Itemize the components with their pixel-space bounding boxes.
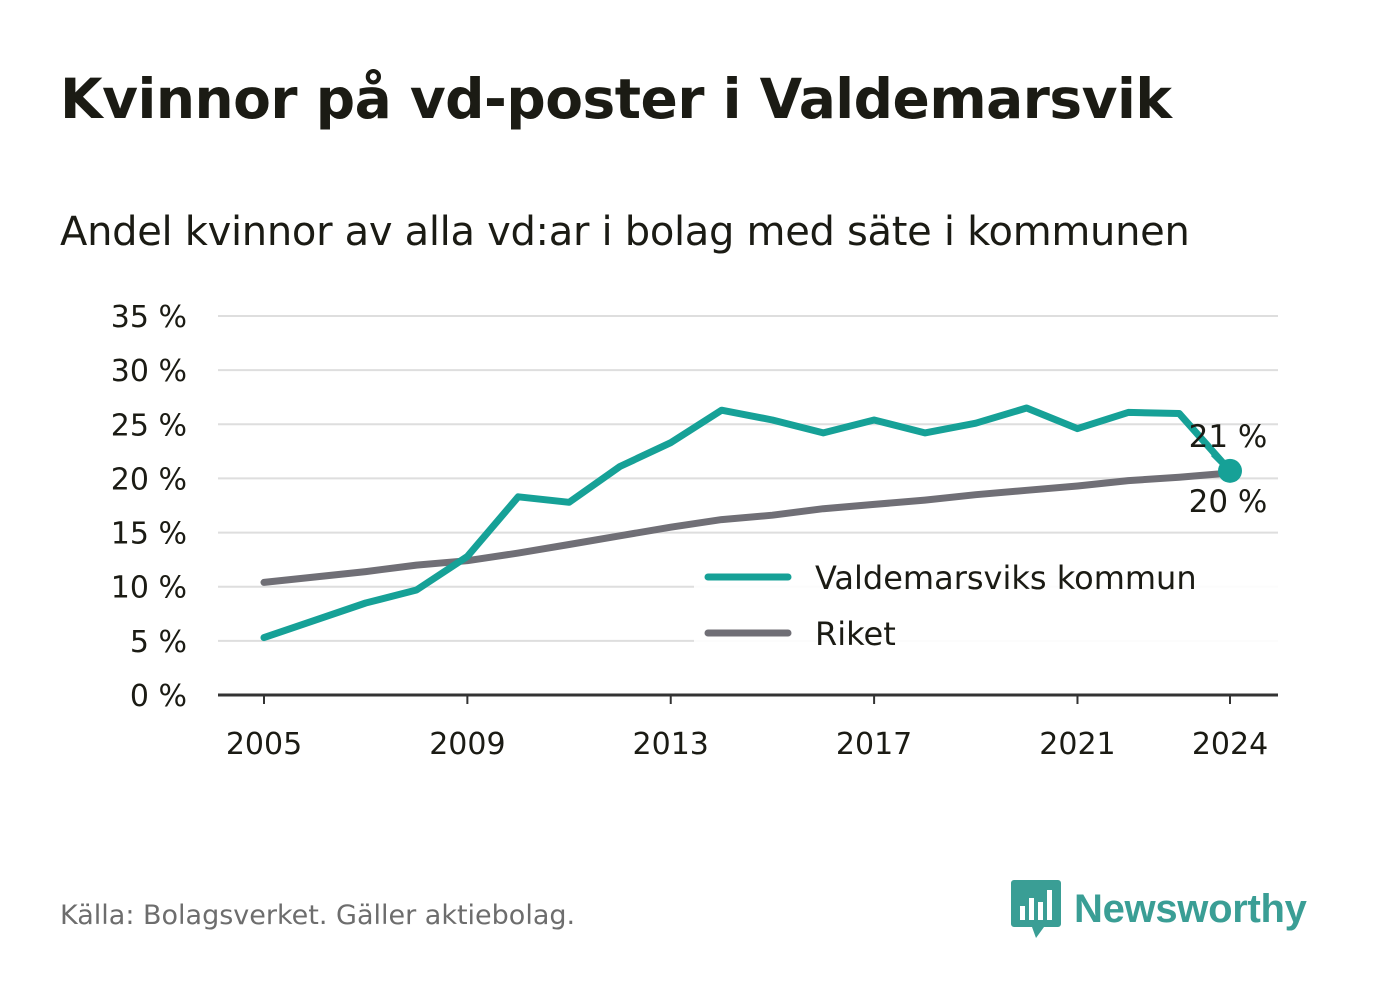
y-tick-label: 5 %	[130, 625, 187, 660]
brand: Newsworthy	[1010, 878, 1307, 940]
x-tick-label: 2013	[633, 727, 709, 762]
chart-subtitle: Andel kvinnor av alla vd:ar i bolag med …	[60, 209, 1190, 255]
x-tick-label: 2024	[1192, 727, 1268, 762]
gridlines	[218, 315, 1278, 642]
legend: Valdemarsviks kommun Riket	[694, 548, 1284, 670]
y-axis-ticks: 0 % 5 % 10 % 15 % 20 % 25 % 30 % 35 %	[111, 300, 187, 714]
end-label-connector	[1210, 453, 1224, 467]
series-end-marker	[1218, 458, 1242, 483]
y-tick-label: 15 %	[111, 517, 187, 552]
source-note: Källa: Bolagsverket. Gäller aktiebolag.	[60, 900, 576, 931]
series-line-riket	[260, 469, 1234, 586]
end-label-kommun: 21 %	[1189, 419, 1268, 455]
y-tick-label: 35 %	[111, 300, 187, 335]
legend-background	[694, 548, 1284, 670]
y-tick-label: 0 %	[130, 679, 187, 714]
series-line-kommun	[260, 404, 1234, 642]
series-lines	[260, 404, 1242, 642]
y-tick-label: 25 %	[111, 408, 187, 443]
legend-label: Riket	[815, 615, 896, 653]
x-tick-label: 2009	[429, 727, 505, 762]
x-tick-label: 2017	[836, 727, 912, 762]
y-tick-label: 20 %	[111, 462, 187, 497]
brand-name: Newsworthy	[1074, 886, 1307, 931]
newsworthy-logo-icon	[1011, 880, 1061, 938]
y-tick-label: 30 %	[111, 354, 187, 389]
chart-title: Kvinnor på vd-poster i Valdemarsvik	[60, 67, 1172, 131]
legend-label: Valdemarsviks kommun	[815, 559, 1197, 597]
end-label-riket: 20 %	[1189, 484, 1268, 520]
y-tick-label: 10 %	[111, 571, 187, 606]
x-tick-label: 2021	[1039, 727, 1115, 762]
x-tick-label: 2005	[226, 727, 302, 762]
end-labels: 21 % 20 %	[1189, 419, 1268, 520]
x-axis-ticks: 2005 2009 2013 2017 2021 2024	[218, 693, 1278, 762]
